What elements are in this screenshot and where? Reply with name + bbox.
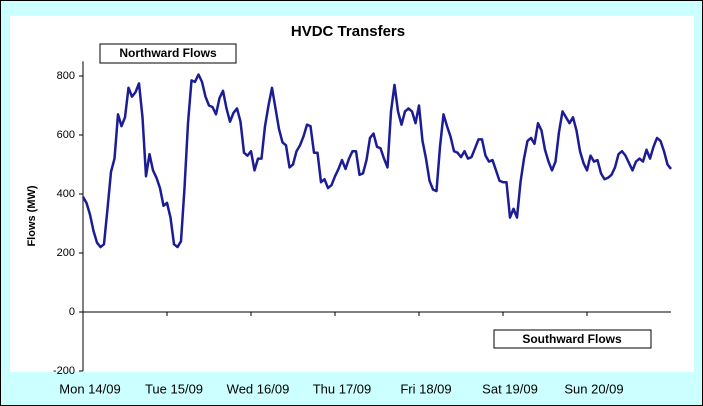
y-tick-label: 0 — [69, 306, 75, 318]
annotation-box — [99, 43, 237, 64]
annotation: Southward Flows — [522, 332, 622, 346]
chart-title: HVDC Transfers — [291, 23, 405, 40]
x-tick-label: Fri 18/09 — [400, 381, 451, 396]
annotation-box — [493, 329, 652, 349]
x-tick-label: Wed 16/09 — [227, 381, 290, 396]
y-tick-label: -200 — [53, 365, 75, 377]
y-tick-label: 800 — [57, 70, 75, 82]
annotation: Northward Flows — [119, 46, 217, 60]
y-tick-label: 600 — [57, 129, 75, 141]
x-tick-label: Tue 15/09 — [145, 381, 203, 396]
x-tick-label: Sun 20/09 — [564, 381, 623, 396]
x-tick-label: Mon 14/09 — [59, 381, 120, 396]
x-tick-label: Sat 19/09 — [482, 381, 538, 396]
x-tick-label: Thu 17/09 — [313, 381, 372, 396]
y-tick-label: 200 — [57, 247, 75, 259]
y-axis-label: Flows (MW) — [26, 185, 38, 246]
y-tick-label: 400 — [57, 188, 75, 200]
chart-area — [10, 16, 694, 372]
line-series — [81, 73, 672, 249]
